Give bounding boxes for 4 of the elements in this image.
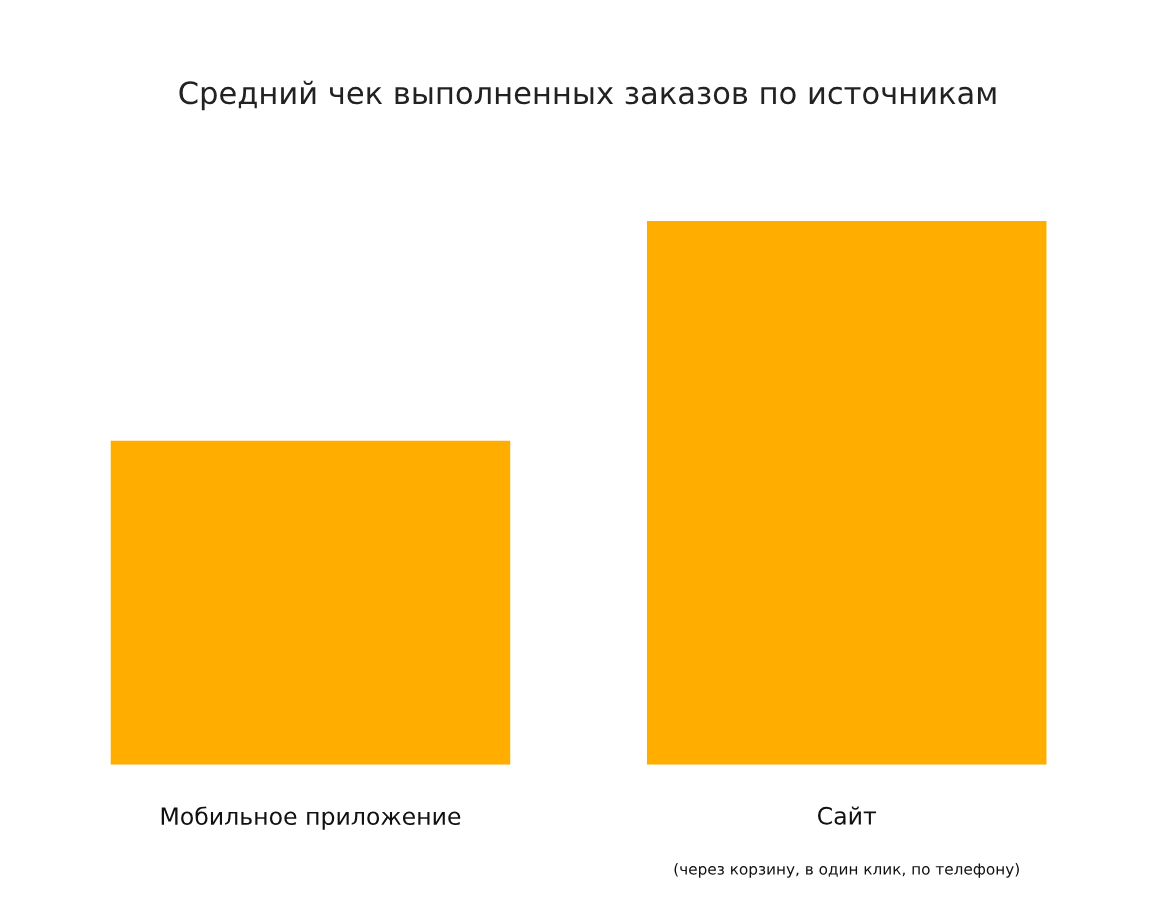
text: (через корзину, в один клик, по телефону) xyxy=(674,862,1019,878)
chart-title: Средний чек выполненных заказов по источникам xyxy=(179,80,996,111)
x-tick-label: Мобильное приложение xyxy=(161,806,461,830)
x-tick-label: Сайт xyxy=(818,806,877,825)
